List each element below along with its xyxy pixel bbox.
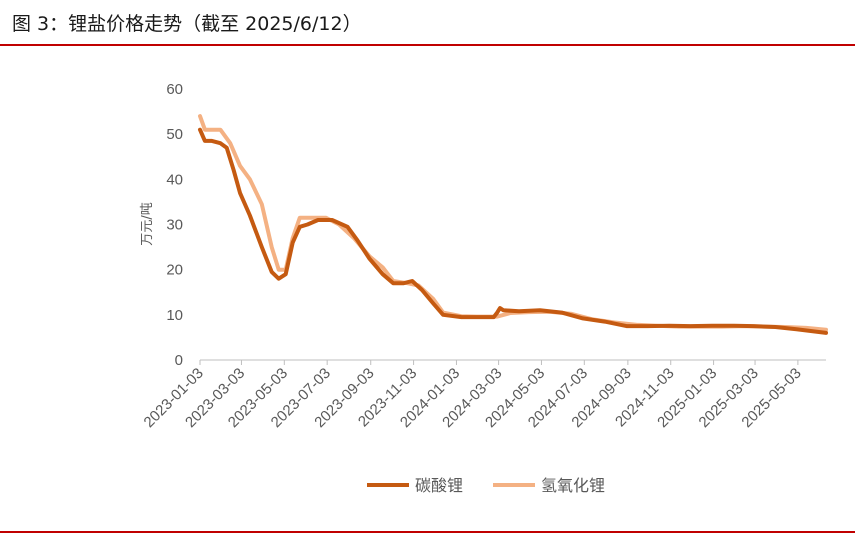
legend: 碳酸锂 氢氧化锂 [367,476,605,495]
figure-title: 图 3：锂盐价格走势（截至 2025/6/12） [12,13,362,35]
y-axis-label: 万元/吨 [140,202,155,245]
y-tick-label: 60 [166,81,183,98]
series-line-lithium-hydroxide [198,114,828,332]
y-tick-label: 40 [166,171,183,188]
y-tick-label: 30 [166,217,183,234]
y-tick-label: 10 [166,307,183,324]
legend-label-lithium-carbonate: 碳酸锂 [415,476,463,495]
y-tick-label: 0 [175,352,183,369]
chart-axes: 0102030405060万元/吨2023-01-032023-03-03202… [140,81,826,431]
series-line-lithium-carbonate [198,127,828,335]
legend-label-lithium-hydroxide: 氢氧化锂 [541,476,605,495]
series-lines [198,114,828,335]
y-tick-label: 50 [166,126,183,143]
bottom-red-rule [0,531,855,533]
y-tick-label: 20 [166,262,183,279]
top-red-rule [0,44,855,46]
